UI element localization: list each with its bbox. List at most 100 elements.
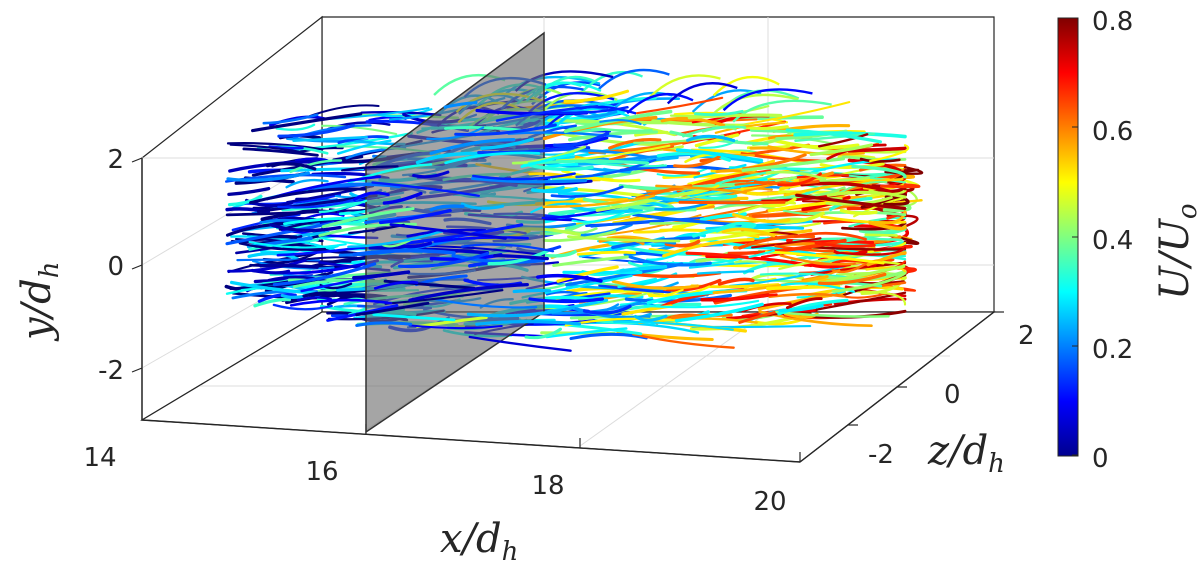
pathline xyxy=(580,321,700,334)
pathline xyxy=(520,152,575,168)
pathline xyxy=(773,138,860,150)
pathline xyxy=(289,298,393,307)
pathline xyxy=(595,186,712,212)
pathline xyxy=(869,144,910,163)
pathline xyxy=(373,280,419,290)
pathline xyxy=(817,272,887,286)
pathline xyxy=(854,290,907,306)
pathline xyxy=(472,172,576,181)
pathline xyxy=(341,165,399,172)
pathline xyxy=(738,234,816,250)
pathline xyxy=(382,191,423,205)
pathline xyxy=(347,228,447,249)
pathline xyxy=(673,155,721,168)
pathline xyxy=(714,121,786,134)
colorbar-tick-label: 0.6 xyxy=(1092,117,1133,147)
pathline xyxy=(272,262,377,287)
pathline xyxy=(227,186,271,197)
pathline xyxy=(564,227,598,235)
pathline xyxy=(251,112,363,133)
pathline xyxy=(721,227,776,238)
y-axis-label: y/dh xyxy=(14,262,65,342)
pathline xyxy=(565,262,684,287)
pathline xyxy=(545,327,628,339)
pathline xyxy=(408,324,503,330)
pathline xyxy=(626,92,694,115)
pathline xyxy=(416,316,488,328)
pathline xyxy=(596,68,670,92)
pathline xyxy=(742,245,817,256)
pathline xyxy=(837,154,876,160)
z-tick-label: -2 xyxy=(868,440,894,470)
z-tick-label: 2 xyxy=(1018,321,1035,351)
pathline xyxy=(809,143,874,157)
pathline xyxy=(336,139,392,155)
pathline xyxy=(429,204,465,212)
pathline xyxy=(352,270,411,280)
pathline xyxy=(711,93,799,117)
pathline xyxy=(817,176,871,182)
pathline xyxy=(376,108,433,118)
pathline xyxy=(302,291,348,301)
pathline xyxy=(227,253,313,274)
pathline xyxy=(643,299,760,309)
pathline xyxy=(666,82,738,105)
pathline xyxy=(326,294,369,306)
pathline xyxy=(722,88,813,112)
pathline xyxy=(674,302,764,323)
pathline xyxy=(272,303,333,311)
pathline xyxy=(585,160,668,168)
pathline xyxy=(654,202,708,211)
pathline xyxy=(634,314,668,322)
pathline xyxy=(444,126,522,132)
pathline xyxy=(693,109,744,117)
pathline xyxy=(470,176,588,184)
pathline xyxy=(296,296,333,302)
pathline xyxy=(738,311,776,324)
pathline xyxy=(628,255,712,267)
pathline xyxy=(230,280,316,295)
pathline xyxy=(814,241,876,249)
pathline xyxy=(555,131,670,147)
pathline xyxy=(617,277,658,289)
x-tick-label: 20 xyxy=(753,487,786,517)
pathline xyxy=(229,143,302,153)
pathline xyxy=(635,96,724,115)
pathline xyxy=(389,223,507,240)
pathline xyxy=(433,298,538,309)
pathline xyxy=(785,297,823,310)
pathline xyxy=(862,182,907,191)
pathline xyxy=(868,221,907,231)
pathline xyxy=(247,251,300,261)
pathline xyxy=(818,133,869,148)
pathline xyxy=(254,236,313,248)
pathline xyxy=(689,227,780,243)
pathline xyxy=(542,230,617,243)
pathline xyxy=(563,89,630,103)
pathline xyxy=(741,157,846,172)
pathline xyxy=(429,138,516,155)
pathline xyxy=(727,238,847,256)
pathline xyxy=(624,302,702,311)
pathline xyxy=(613,320,734,331)
pathline xyxy=(662,237,755,258)
pathline xyxy=(851,164,907,179)
pathline xyxy=(882,202,912,212)
pathline xyxy=(859,157,901,163)
pathline xyxy=(825,264,906,284)
pathline xyxy=(487,249,550,266)
pathline xyxy=(265,162,317,171)
pathline xyxy=(800,181,893,194)
pathline xyxy=(227,259,307,273)
pathline xyxy=(355,301,430,317)
pathline xyxy=(751,237,822,249)
colorbar-tick-label: 0 xyxy=(1092,444,1109,474)
y-tick-labels: 2 0 -2 xyxy=(98,145,124,386)
pathline xyxy=(586,126,653,133)
pathline xyxy=(320,124,398,136)
colorbar-tick-label: 0.8 xyxy=(1092,7,1133,37)
pathline xyxy=(530,187,578,194)
pathline xyxy=(656,167,708,177)
pathline xyxy=(715,221,757,233)
pathline xyxy=(557,191,679,211)
